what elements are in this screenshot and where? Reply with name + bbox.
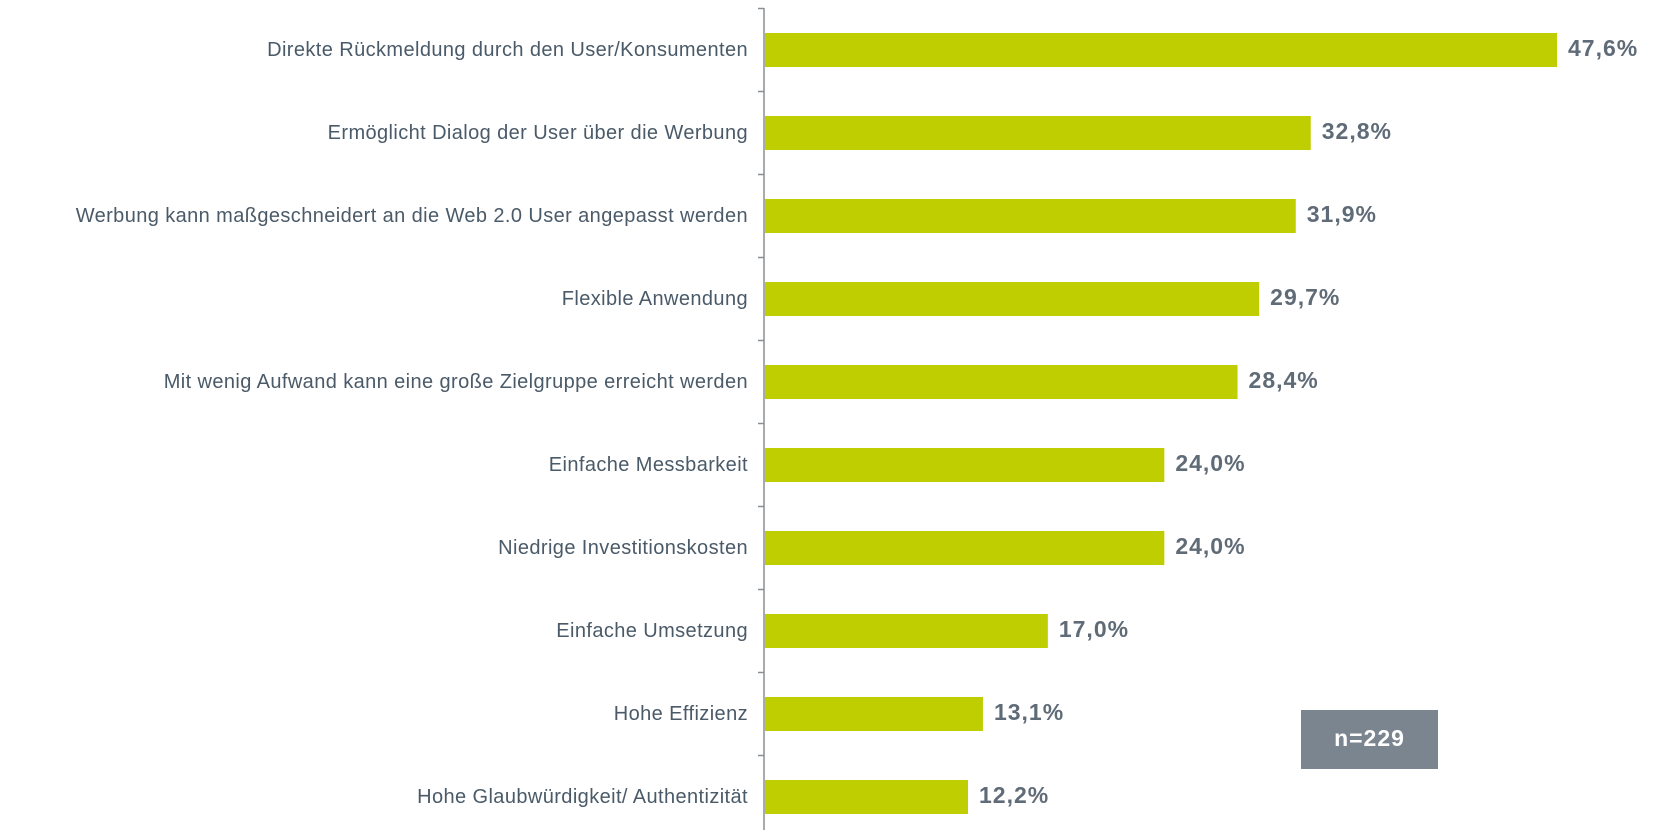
bar (765, 282, 1260, 316)
bar (765, 448, 1165, 482)
category-label: Mit wenig Aufwand kann eine große Zielgr… (163, 371, 748, 393)
bar (765, 780, 968, 814)
category-label: Direkte Rückmeldung durch den User/Konsu… (267, 39, 748, 61)
category-label: Ermöglicht Dialog der User über die Werb… (327, 122, 748, 144)
value-label: 17,0% (1059, 616, 1129, 642)
value-label: 24,0% (1175, 450, 1245, 476)
bar (765, 365, 1238, 399)
bar (765, 199, 1296, 233)
value-label: 12,2% (979, 782, 1049, 808)
bar (765, 116, 1311, 150)
bar (765, 531, 1165, 565)
category-label: Einfache Umsetzung (556, 620, 748, 642)
category-label: Niedrige Investitionskosten (498, 537, 748, 559)
bar (765, 614, 1048, 648)
category-label: Hohe Effizienz (613, 703, 748, 725)
value-label: 24,0% (1175, 533, 1245, 559)
bar (765, 33, 1557, 67)
value-label: 13,1% (994, 699, 1064, 725)
value-label: 31,9% (1307, 201, 1377, 227)
value-label: 29,7% (1270, 284, 1340, 310)
category-label: Werbung kann maßgeschneidert an die Web … (75, 205, 748, 227)
category-label: Einfache Messbarkeit (548, 454, 748, 476)
value-label: 32,8% (1322, 118, 1392, 144)
category-label: Hohe Glaubwürdigkeit/ Authentizität (417, 786, 748, 808)
value-label: 28,4% (1249, 367, 1319, 393)
value-label: 47,6% (1568, 35, 1638, 61)
annotation: n=229 (1334, 725, 1405, 751)
category-label: Flexible Anwendung (561, 288, 748, 310)
annotation-box (1301, 710, 1438, 769)
bar (765, 697, 983, 731)
